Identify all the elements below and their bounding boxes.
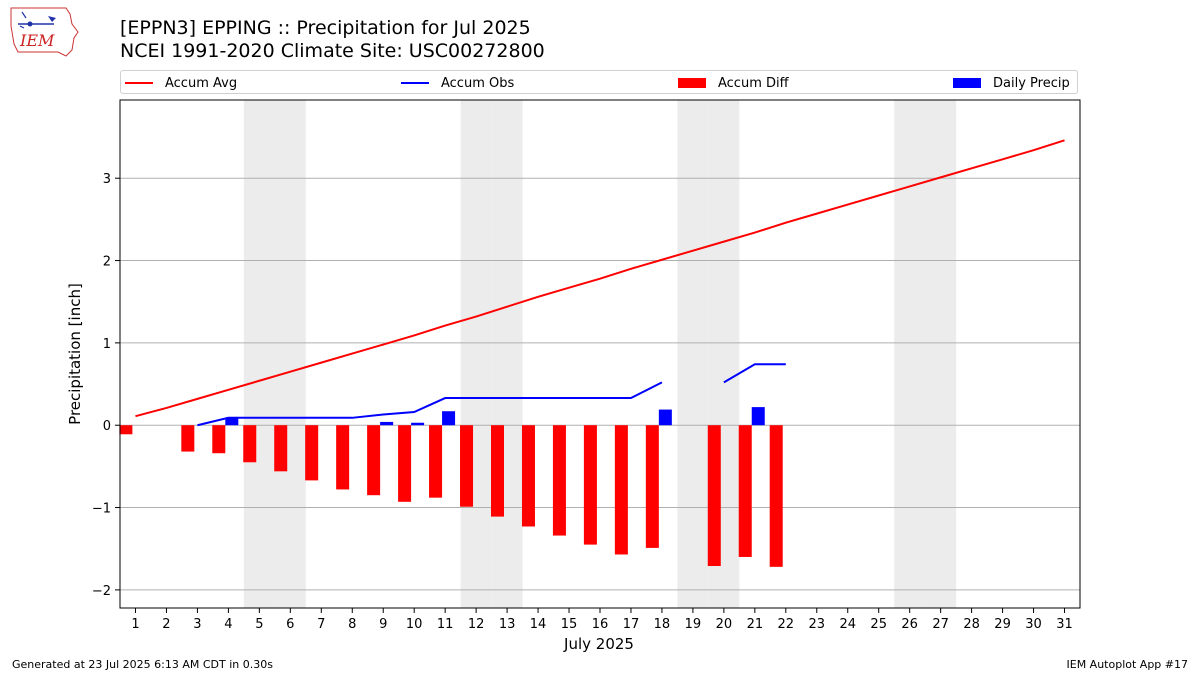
x-tick-label-25: 25 [870, 617, 887, 632]
x-tick-label-2: 2 [162, 617, 170, 632]
legend-label-accum-diff: Accum Diff [718, 75, 789, 91]
accum-diff-bar-12 [460, 425, 474, 507]
x-tick-label-23: 23 [809, 617, 826, 632]
accum-avg-line-0 [135, 139, 1065, 418]
daily-precip-bar-18 [658, 409, 672, 426]
daily-precip-bar-21 [751, 407, 765, 426]
x-tick-label-26: 26 [901, 617, 918, 632]
x-tick-label-28: 28 [963, 617, 980, 632]
legend-item-accum-obs: Accum Obs [401, 74, 514, 92]
legend-swatch-accum-obs [401, 82, 429, 84]
y-tick-label-0: 0 [103, 419, 111, 434]
accum-diff-bar-13 [490, 425, 504, 517]
daily-precip-bar-11 [442, 411, 456, 426]
weekend-band-19 [677, 100, 709, 608]
x-tick-label-16: 16 [592, 617, 609, 632]
weekend-band-6 [274, 100, 306, 608]
x-tick-label-9: 9 [379, 617, 387, 632]
x-tick-label-5: 5 [255, 617, 263, 632]
x-tick-label-30: 30 [1025, 617, 1042, 632]
x-tick-label-4: 4 [224, 617, 232, 632]
chart-title: [EPPN3] EPPING :: Precipitation for Jul … [120, 17, 531, 39]
x-tick-label-17: 17 [623, 617, 640, 632]
accum-diff-bar-20 [707, 425, 721, 567]
weekend-band-27 [925, 100, 957, 608]
x-tick-label-14: 14 [530, 617, 547, 632]
accum-diff-bar-14 [521, 425, 535, 527]
accum-obs-line-1 [723, 363, 786, 384]
x-tick-label-13: 13 [499, 617, 516, 632]
x-tick-label-10: 10 [406, 617, 423, 632]
legend-item-accum-avg: Accum Avg [125, 74, 237, 92]
accum-diff-bar-16 [583, 425, 597, 545]
x-tick-label-24: 24 [839, 617, 856, 632]
accum-diff-bar-17 [614, 425, 628, 555]
x-tick-label-21: 21 [747, 617, 764, 632]
weekend-band-13 [491, 100, 523, 608]
legend-item-daily-precip: Daily Precip [953, 74, 1070, 92]
accum-diff-bar-21 [738, 425, 752, 557]
y-tick-label--2: −2 [92, 584, 111, 599]
legend-label-daily-precip: Daily Precip [993, 75, 1070, 91]
accum-diff-bar-22 [769, 425, 783, 567]
accum-diff-bar-15 [552, 425, 566, 536]
weekend-band-26 [894, 100, 926, 608]
accum-diff-bar-11 [429, 425, 443, 498]
legend-label-accum-avg: Accum Avg [165, 75, 238, 91]
x-tick-label-6: 6 [286, 617, 294, 632]
x-tick-label-8: 8 [348, 617, 356, 632]
y-tick-label-2: 2 [103, 255, 111, 270]
app-credit: IEM Autoplot App #17 [1066, 658, 1189, 671]
x-tick-label-12: 12 [468, 617, 485, 632]
accum-diff-bar-18 [645, 425, 659, 548]
weekend-band-12 [460, 100, 492, 608]
accum-diff-bar-6 [274, 425, 288, 472]
daily-precip-bar-4 [225, 417, 239, 426]
y-axis-label: Precipitation [inch] [66, 283, 84, 425]
legend-item-accum-diff: Accum Diff [678, 74, 789, 92]
weekend-band-5 [243, 100, 275, 608]
iem-logo: IEM [8, 6, 80, 60]
x-tick-label-7: 7 [317, 617, 325, 632]
y-tick-label--1: −1 [92, 502, 111, 517]
x-tick-label-15: 15 [561, 617, 578, 632]
y-tick-label-1: 1 [103, 337, 111, 352]
x-tick-label-11: 11 [437, 617, 454, 632]
x-tick-label-3: 3 [193, 617, 201, 632]
logo-text: IEM [19, 31, 55, 50]
accum-diff-bar-1 [119, 425, 133, 435]
x-axis-label: July 2025 [563, 635, 634, 653]
accum-obs-line-0 [197, 381, 663, 427]
generated-timestamp: Generated at 23 Jul 2025 6:13 AM CDT in … [12, 658, 273, 671]
accum-diff-bar-8 [336, 425, 350, 490]
accum-diff-bar-9 [367, 425, 381, 496]
accum-diff-bar-4 [212, 425, 226, 454]
x-tick-label-1: 1 [131, 617, 139, 632]
x-tick-label-18: 18 [654, 617, 671, 632]
legend-label-accum-obs: Accum Obs [441, 75, 515, 91]
legend-swatch-accum-avg [125, 82, 153, 84]
y-tick-label-3: 3 [103, 172, 111, 187]
daily-precip-bar-9 [380, 421, 394, 426]
accum-diff-bar-7 [305, 425, 319, 481]
legend-swatch-daily-precip [953, 78, 981, 88]
daily-precip-bar-10 [411, 422, 425, 426]
legend-swatch-accum-diff [678, 78, 706, 88]
x-tick-label-19: 19 [685, 617, 702, 632]
x-tick-label-31: 31 [1056, 617, 1073, 632]
chart-subtitle: NCEI 1991-2020 Climate Site: USC00272800 [120, 40, 545, 62]
x-tick-label-20: 20 [716, 617, 733, 632]
accum-diff-bar-10 [398, 425, 412, 502]
x-tick-label-27: 27 [932, 617, 949, 632]
x-tick-label-22: 22 [778, 617, 795, 632]
legend: Accum Avg Accum Obs Accum Diff Daily Pre… [120, 70, 1078, 94]
x-tick-label-29: 29 [994, 617, 1011, 632]
accum-diff-bar-3 [181, 425, 195, 452]
accum-diff-bar-5 [243, 425, 257, 463]
